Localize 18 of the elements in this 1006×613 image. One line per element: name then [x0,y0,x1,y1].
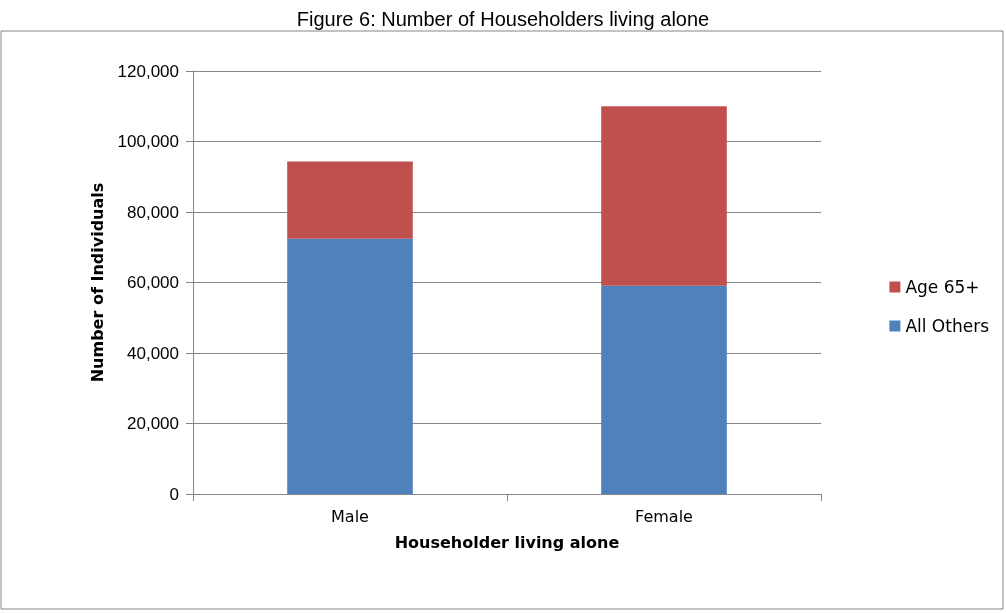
bar [287,238,413,494]
chart-title: Figure 6: Number of Householders living alone [296,8,710,30]
bar [601,106,727,286]
x-tick-label: Male [331,506,369,526]
y-tick-label: 40,000 [127,343,179,363]
x-tick-label: Female [635,506,693,526]
bar [287,161,413,239]
x-axis-title: Householder living alone [394,532,620,552]
y-tick-label: 0 [169,484,179,504]
y-tick-label: 120,000 [117,61,179,81]
y-tick-label: 80,000 [127,202,179,222]
bar [601,285,727,494]
y-tick-label: 20,000 [127,414,179,433]
legend-label: All Others [905,316,990,336]
y-tick-label: 100,000 [117,132,179,151]
legend-label: Age 65+ [905,277,980,297]
y-tick-label: 60,000 [127,273,179,292]
y-axis-title: Number of Individuals [87,182,107,383]
